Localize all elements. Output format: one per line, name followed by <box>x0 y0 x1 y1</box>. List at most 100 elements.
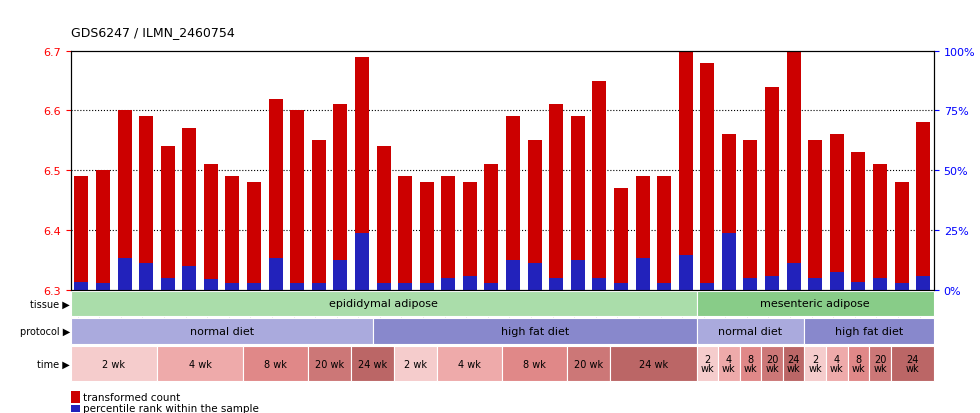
Bar <box>613 283 628 290</box>
FancyBboxPatch shape <box>71 347 157 382</box>
Bar <box>613 189 628 290</box>
Text: 20 wk: 20 wk <box>315 359 344 369</box>
FancyBboxPatch shape <box>71 291 697 316</box>
Bar <box>808 141 822 290</box>
Bar <box>247 183 261 290</box>
Text: 8
wk: 8 wk <box>852 354 865 373</box>
Bar <box>96 283 110 290</box>
Text: 4
wk: 4 wk <box>722 354 736 373</box>
Text: 8 wk: 8 wk <box>265 359 287 369</box>
Bar <box>722 135 736 290</box>
Bar <box>549 105 564 290</box>
FancyBboxPatch shape <box>805 347 826 382</box>
Bar <box>376 283 391 290</box>
Bar <box>312 141 325 290</box>
FancyBboxPatch shape <box>805 318 934 344</box>
Text: time ▶: time ▶ <box>37 359 71 369</box>
FancyBboxPatch shape <box>891 347 934 382</box>
Text: GDS6247 / ILMN_2460754: GDS6247 / ILMN_2460754 <box>71 26 234 39</box>
Bar <box>161 147 174 290</box>
Text: 4 wk: 4 wk <box>188 359 212 369</box>
Bar <box>398 177 413 290</box>
FancyBboxPatch shape <box>372 318 697 344</box>
Bar <box>744 141 758 290</box>
Bar <box>225 283 239 290</box>
Bar <box>830 272 844 290</box>
Bar <box>744 278 758 290</box>
Text: 20 wk: 20 wk <box>574 359 603 369</box>
Text: tissue ▶: tissue ▶ <box>30 299 71 309</box>
Bar <box>247 283 261 290</box>
Bar <box>592 278 607 290</box>
FancyBboxPatch shape <box>848 347 869 382</box>
Bar <box>463 277 477 290</box>
Bar <box>679 52 693 290</box>
Bar <box>182 266 196 290</box>
Bar <box>808 278 822 290</box>
Bar <box>333 105 347 290</box>
Text: transformed count: transformed count <box>83 392 180 402</box>
Bar <box>419 283 434 290</box>
Bar <box>441 278 456 290</box>
Bar <box>636 177 650 290</box>
Bar <box>636 259 650 290</box>
Bar <box>290 111 304 290</box>
Bar <box>830 135 844 290</box>
Text: 24 wk: 24 wk <box>358 359 387 369</box>
Bar <box>182 129 196 290</box>
FancyBboxPatch shape <box>826 347 848 382</box>
Bar <box>312 283 325 290</box>
Bar <box>419 183 434 290</box>
FancyBboxPatch shape <box>394 347 437 382</box>
Bar <box>701 64 714 290</box>
FancyBboxPatch shape <box>869 347 891 382</box>
FancyBboxPatch shape <box>761 347 783 382</box>
Bar <box>895 283 908 290</box>
Text: normal diet: normal diet <box>189 326 254 336</box>
Text: percentile rank within the sample: percentile rank within the sample <box>83 404 259 413</box>
Bar <box>463 183 477 290</box>
FancyBboxPatch shape <box>740 347 761 382</box>
Bar <box>96 171 110 290</box>
Bar <box>570 117 585 290</box>
FancyBboxPatch shape <box>697 347 718 382</box>
Text: protocol ▶: protocol ▶ <box>20 326 71 336</box>
Text: 8
wk: 8 wk <box>744 354 758 373</box>
Bar <box>873 278 887 290</box>
Bar <box>204 165 218 290</box>
Bar <box>658 283 671 290</box>
Bar <box>658 177 671 290</box>
Bar <box>916 123 930 290</box>
FancyBboxPatch shape <box>503 347 567 382</box>
FancyBboxPatch shape <box>308 347 351 382</box>
Text: 20
wk: 20 wk <box>765 354 779 373</box>
Bar <box>787 263 801 290</box>
Bar <box>139 263 153 290</box>
Text: 2 wk: 2 wk <box>405 359 427 369</box>
Bar <box>852 153 865 290</box>
Bar <box>376 147 391 290</box>
Bar <box>484 283 499 290</box>
Text: high fat diet: high fat diet <box>835 326 904 336</box>
Bar <box>74 282 88 290</box>
Text: 24
wk: 24 wk <box>906 354 919 373</box>
FancyBboxPatch shape <box>243 347 308 382</box>
Bar <box>118 111 131 290</box>
Bar <box>873 165 887 290</box>
Text: normal diet: normal diet <box>718 326 783 336</box>
Bar <box>506 117 520 290</box>
Bar <box>355 233 368 290</box>
Text: 4
wk: 4 wk <box>830 354 844 373</box>
Text: 2
wk: 2 wk <box>808 354 822 373</box>
FancyBboxPatch shape <box>567 347 611 382</box>
Bar <box>139 117 153 290</box>
Text: 24 wk: 24 wk <box>639 359 668 369</box>
Bar <box>787 28 801 290</box>
FancyBboxPatch shape <box>611 347 697 382</box>
Bar <box>570 260 585 290</box>
Bar <box>527 263 542 290</box>
FancyBboxPatch shape <box>437 347 503 382</box>
Bar <box>290 283 304 290</box>
Text: 24
wk: 24 wk <box>787 354 801 373</box>
Bar <box>269 99 282 290</box>
